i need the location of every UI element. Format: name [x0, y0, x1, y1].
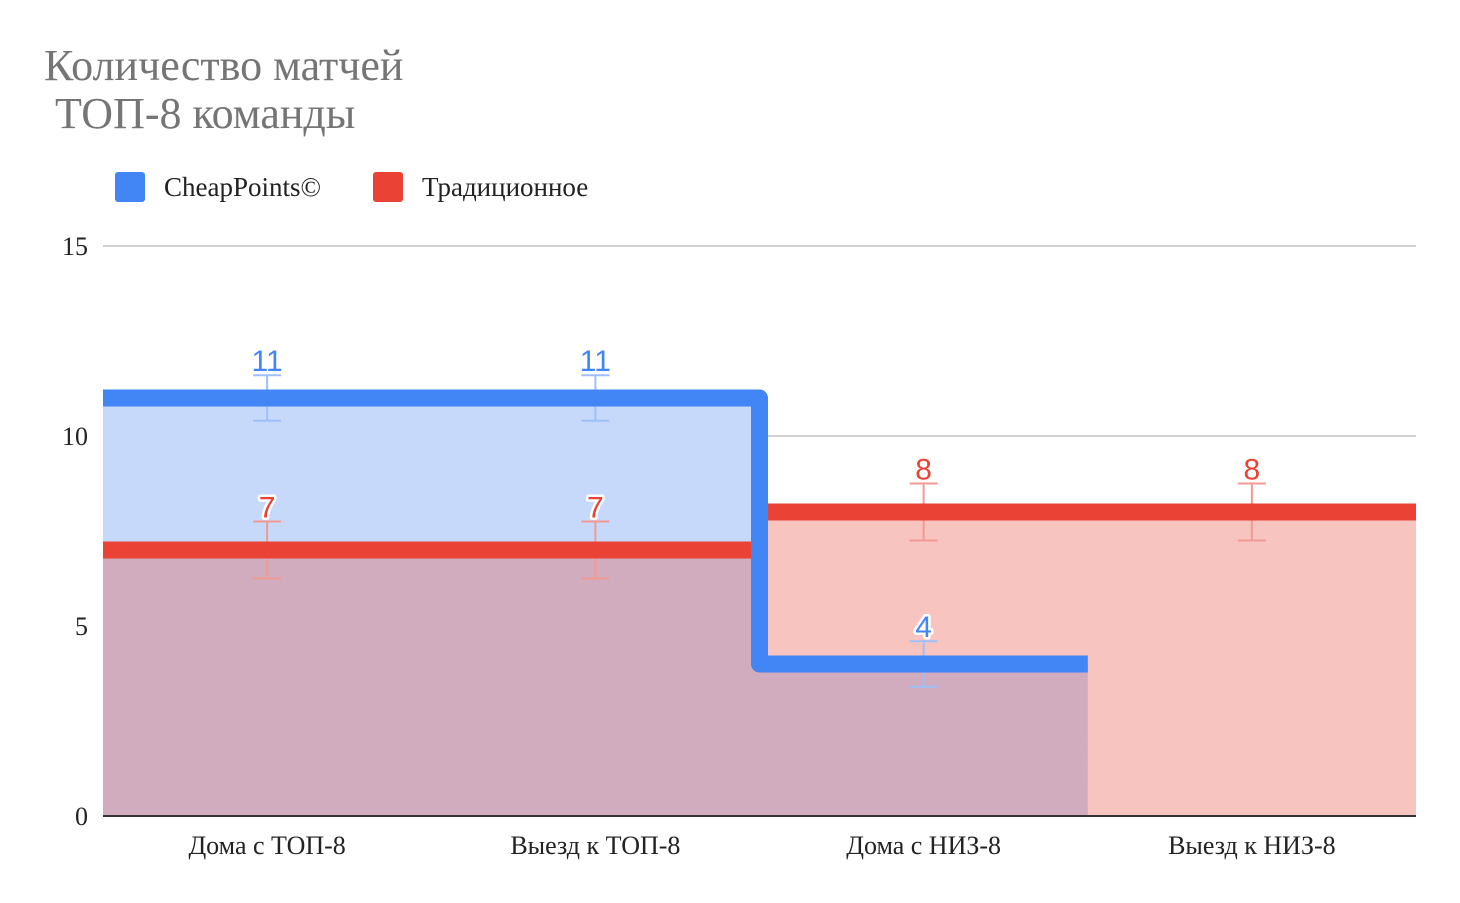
- legend-swatch-traditional: [373, 172, 403, 202]
- legend-label: CheapPoints©: [164, 172, 321, 202]
- y-tick-label: 10: [62, 422, 88, 451]
- x-tick-label: Дома с НИЗ-8: [846, 831, 1001, 860]
- data-label: 8: [915, 454, 932, 487]
- legend: CheapPoints© Традиционное: [115, 172, 588, 202]
- data-label: 7: [587, 492, 604, 525]
- data-label: 4: [915, 611, 932, 644]
- data-label: 8: [1244, 454, 1261, 487]
- series-lines: [103, 389, 1416, 673]
- chart-title: Количество матчей ТОП-8 команды: [44, 41, 404, 138]
- x-tick-label: Выезд к НИЗ-8: [1168, 831, 1336, 860]
- y-tick-label: 0: [75, 802, 88, 831]
- y-axis-ticks: 0 5 10 15: [62, 232, 88, 831]
- x-axis-ticks: Дома с ТОП-8 Выезд к ТОП-8 Дома с НИЗ-8 Вые…: [188, 831, 1335, 860]
- y-tick-label: 15: [62, 232, 88, 261]
- series-line-cheappoints: [103, 389, 1088, 673]
- data-label: 11: [580, 345, 611, 378]
- area-fill-overlap: [103, 550, 1088, 816]
- data-labels: 11 11 4 7 7 8 8: [249, 343, 1263, 647]
- x-tick-label: Выезд к ТОП-8: [510, 831, 680, 860]
- legend-label: Традиционное: [422, 172, 588, 202]
- data-label: 11: [252, 345, 283, 378]
- data-label: 7: [259, 492, 276, 525]
- x-tick-label: Дома с ТОП-8: [188, 831, 345, 860]
- legend-swatch-cheappoints: [115, 172, 145, 202]
- y-tick-label: 5: [75, 612, 88, 641]
